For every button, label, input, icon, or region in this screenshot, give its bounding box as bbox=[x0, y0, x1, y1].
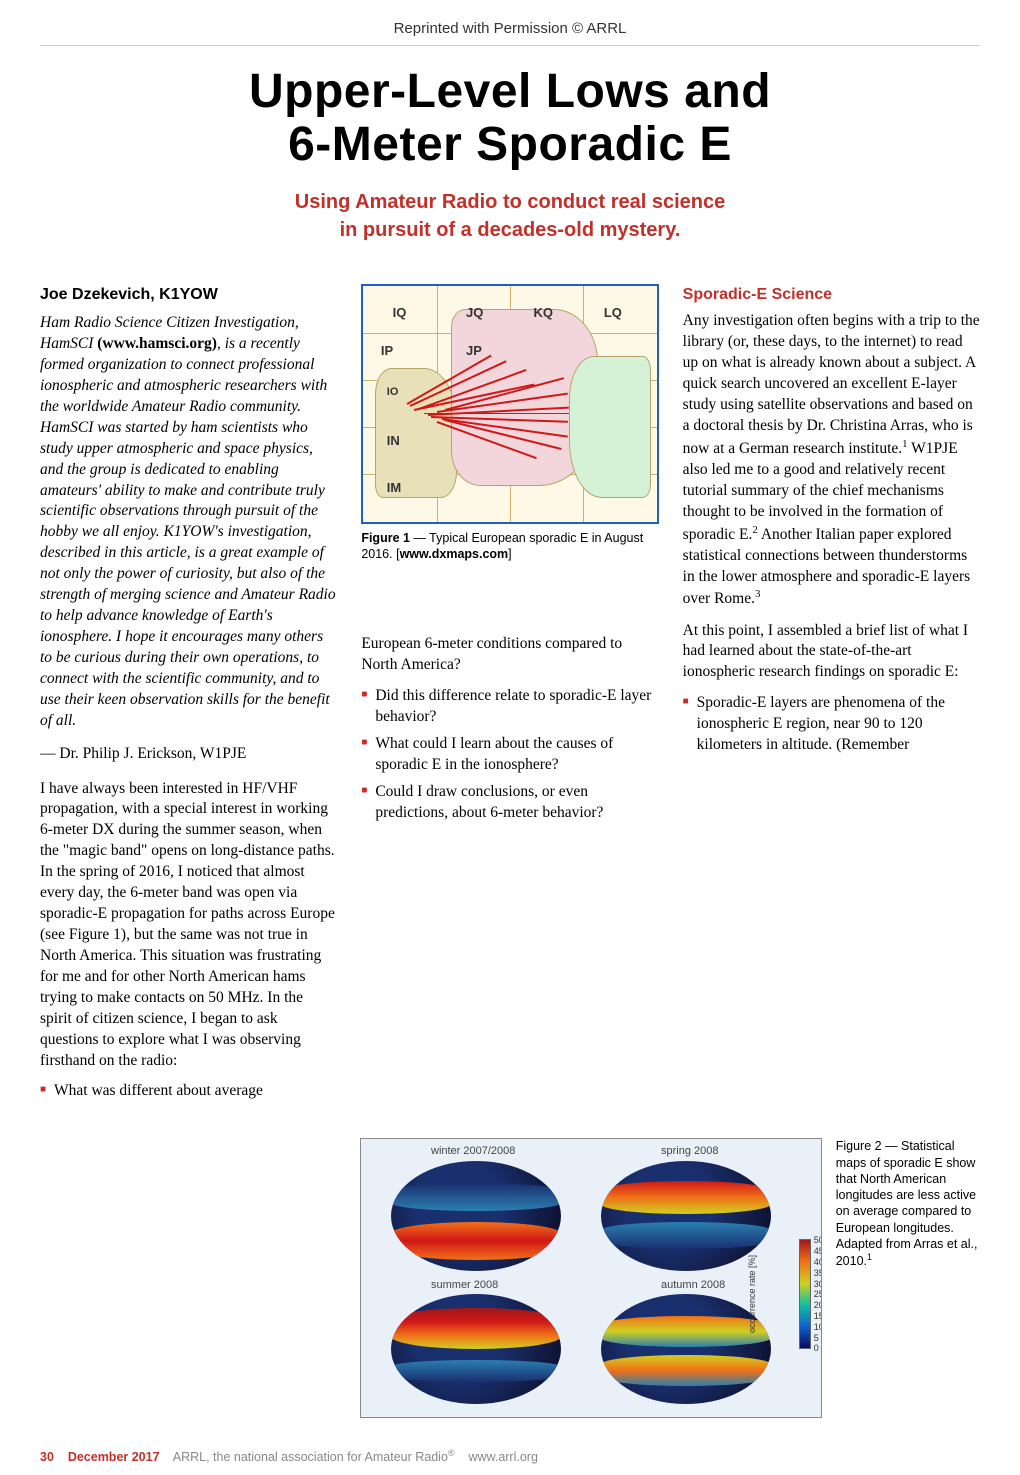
figure-2-label: Figure 2 bbox=[836, 1139, 882, 1153]
subtitle-line1: Using Amateur Radio to conduct real scie… bbox=[295, 191, 725, 213]
grid-label-IM: IM bbox=[387, 479, 401, 497]
title-line1: Upper-Level Lows and bbox=[249, 65, 771, 118]
column-2: IQ JQ KQ LQ IP JP IO IN IM bbox=[361, 284, 658, 830]
footer-org: ARRL, the national association for Amate… bbox=[173, 1451, 448, 1465]
bullet-col1-0: What was different about average bbox=[40, 1081, 337, 1102]
subtitle-line2: in pursuit of a decades-old mystery. bbox=[340, 219, 681, 241]
reprint-header: Reprinted with Permission © ARRL bbox=[40, 20, 980, 46]
cbar-tick-40: 40 bbox=[814, 1257, 822, 1267]
grid-label-KQ: KQ bbox=[533, 304, 553, 322]
intro-text-after: , is a recently formed organization to c… bbox=[40, 335, 336, 729]
grid-label-IP: IP bbox=[381, 342, 393, 360]
colorbar-label: occurrence rate [%] bbox=[747, 1255, 757, 1333]
fig2-label-autumn: autumn 2008 bbox=[661, 1279, 725, 1291]
col3-para2: At this point, I assembled a brief list … bbox=[683, 621, 980, 684]
grid-label-IQ: IQ bbox=[393, 304, 407, 322]
cbar-tick-0: 0 bbox=[814, 1343, 819, 1353]
figure-2-caption: Figure 2 — Statistical maps of sporadic … bbox=[836, 1138, 980, 1418]
footer-url: www.arrl.org bbox=[468, 1451, 537, 1465]
article-subtitle: Using Amateur Radio to conduct real scie… bbox=[40, 188, 980, 244]
page-footer: 30 December 2017 ARRL, the national asso… bbox=[40, 1448, 980, 1464]
col2-lead-text: European 6-meter conditions compared to … bbox=[361, 634, 658, 676]
figure-1-caption: Figure 1 — Typical European sporadic E i… bbox=[361, 530, 658, 563]
fig2-label-winter: winter 2007/2008 bbox=[431, 1145, 515, 1157]
registered-mark: ® bbox=[448, 1448, 455, 1458]
figure-1-caption-close: ] bbox=[508, 547, 511, 561]
section-heading-sporadic-e: Sporadic-E Science bbox=[683, 284, 980, 306]
footnote-3: 3 bbox=[755, 588, 760, 600]
intro-paragraph: Ham Radio Science Citizen Investigation,… bbox=[40, 313, 337, 731]
figure-1-label: Figure 1 bbox=[361, 531, 410, 545]
grid-label-JQ: JQ bbox=[466, 304, 483, 322]
cbar-tick-45: 45 bbox=[814, 1246, 822, 1256]
col3-para1: Any investigation often begins with a tr… bbox=[683, 311, 980, 610]
cbar-tick-35: 35 bbox=[814, 1268, 822, 1278]
fig2-label-summer: summer 2008 bbox=[431, 1279, 498, 1291]
cbar-tick-25: 25 bbox=[814, 1289, 822, 1299]
propagation-lines bbox=[393, 368, 569, 451]
bullet-col3-0: Sporadic-E layers are phenomena of the i… bbox=[683, 693, 980, 756]
figure-2: winter 2007/2008 spring 2008 summer 2008… bbox=[360, 1138, 980, 1418]
intro-attribution: — Dr. Philip J. Erickson, W1PJE bbox=[40, 744, 337, 765]
colorbar: 50 45 40 35 30 25 20 15 10 5 0 bbox=[799, 1239, 811, 1349]
figure-1: IQ JQ KQ LQ IP JP IO IN IM bbox=[361, 284, 658, 563]
author-byline: Joe Dzekevich, K1YOW bbox=[40, 284, 337, 306]
cbar-tick-10: 10 bbox=[814, 1322, 822, 1332]
cbar-tick-50: 50 bbox=[814, 1235, 822, 1245]
bullet-col2-1: What could I learn about the causes of s… bbox=[361, 734, 658, 776]
issue-date: December 2017 bbox=[68, 1451, 160, 1465]
title-line2: 6-Meter Sporadic E bbox=[288, 118, 732, 171]
figure-2-image: winter 2007/2008 spring 2008 summer 2008… bbox=[360, 1138, 822, 1418]
body-para-1: I have always been interested in HF/VHF … bbox=[40, 779, 337, 1072]
column-1: Joe Dzekevich, K1YOW Ham Radio Science C… bbox=[40, 284, 337, 1109]
figure-2-footnote: 1 bbox=[867, 1252, 872, 1262]
cbar-tick-15: 15 bbox=[814, 1311, 822, 1321]
cbar-tick-5: 5 bbox=[814, 1333, 819, 1343]
cbar-tick-30: 30 bbox=[814, 1279, 822, 1289]
cbar-tick-20: 20 bbox=[814, 1300, 822, 1310]
bullet-col2-0: Did this difference relate to sporadic-E… bbox=[361, 686, 658, 728]
figure-1-url: www.dxmaps.com bbox=[400, 547, 509, 561]
grid-label-LQ: LQ bbox=[604, 304, 622, 322]
grid-label-JP: JP bbox=[466, 342, 482, 360]
fig2-label-spring: spring 2008 bbox=[661, 1145, 719, 1157]
column-3: Sporadic-E Science Any investigation oft… bbox=[683, 284, 980, 763]
article-title: Upper-Level Lows and 6-Meter Sporadic E bbox=[40, 66, 980, 172]
figure-1-image: IQ JQ KQ LQ IP JP IO IN IM bbox=[361, 284, 658, 524]
col3-para1a: Any investigation often begins with a tr… bbox=[683, 312, 980, 457]
hamsci-url: (www.hamsci.org) bbox=[97, 335, 217, 352]
bullet-col2-2: Could I draw conclusions, or even predic… bbox=[361, 782, 658, 824]
page-number: 30 bbox=[40, 1451, 54, 1465]
figure-2-caption-text: — Statistical maps of sporadic E show th… bbox=[836, 1139, 978, 1268]
